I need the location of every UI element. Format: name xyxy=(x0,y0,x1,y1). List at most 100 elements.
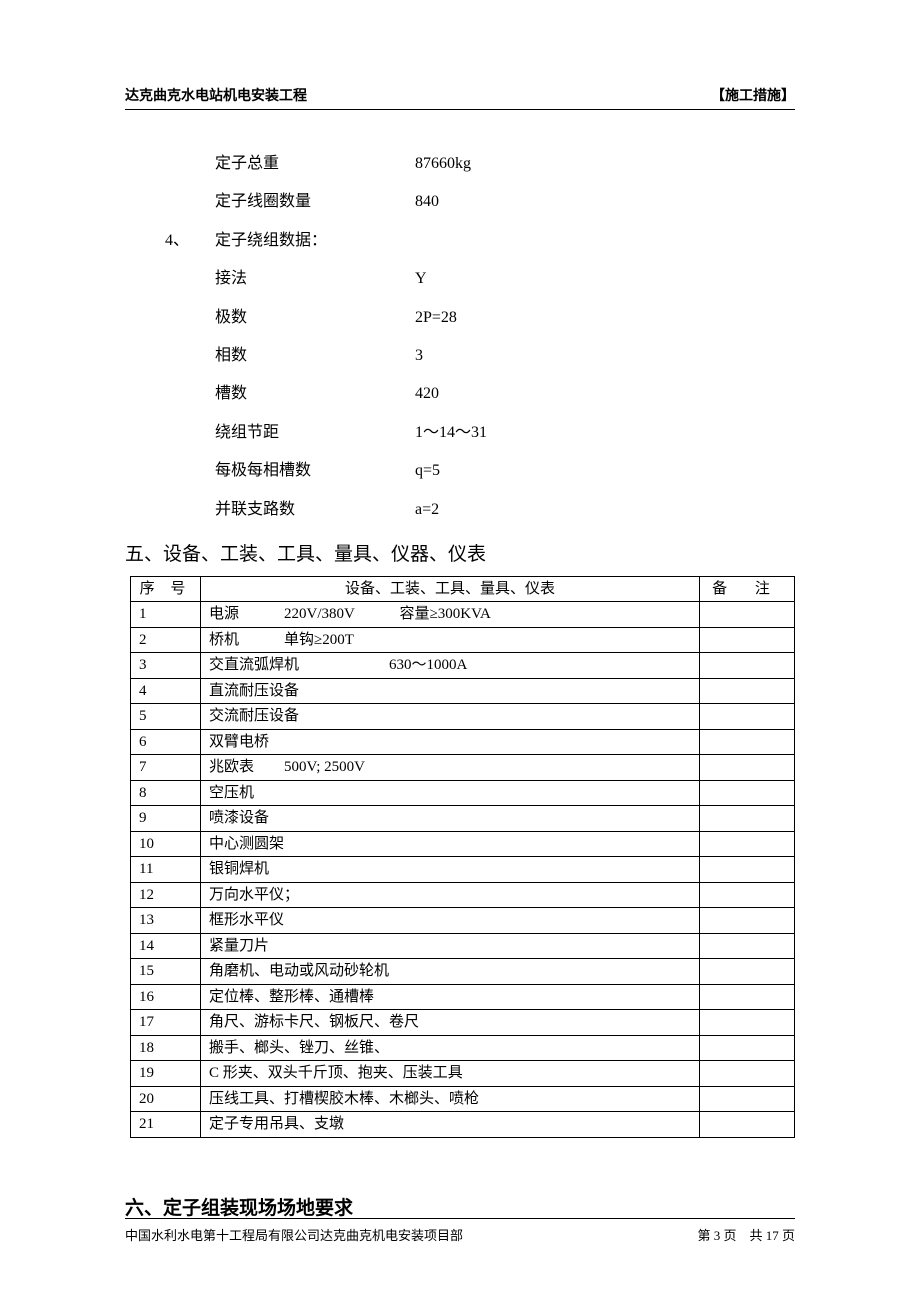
cell-desc: 定子专用吊具、支墩 xyxy=(201,1112,700,1138)
spec-label: 每极每相槽数 xyxy=(215,452,415,490)
cell-desc: 定位棒、整形棒、通槽棒 xyxy=(201,984,700,1010)
cell-seq: 1 xyxy=(131,602,201,628)
cell-desc: 交流耐压设备 xyxy=(201,704,700,730)
table-row: 18搬手、榔头、锉刀、丝锥、 xyxy=(131,1035,795,1061)
table-row: 11银铜焊机 xyxy=(131,857,795,883)
cell-note xyxy=(700,959,795,985)
cell-desc: C 形夹、双头千斤顶、抱夹、压装工具 xyxy=(201,1061,700,1087)
cell-seq: 7 xyxy=(131,755,201,781)
cell-desc: 喷漆设备 xyxy=(201,806,700,832)
cell-seq: 21 xyxy=(131,1112,201,1138)
cell-desc: 兆欧表 500V; 2500V xyxy=(201,755,700,781)
cell-note xyxy=(700,627,795,653)
table-row: 5交流耐压设备 xyxy=(131,704,795,730)
cell-note xyxy=(700,933,795,959)
spec-row: 极数 2P=28 xyxy=(215,299,795,337)
table-row: 4直流耐压设备 xyxy=(131,678,795,704)
cell-seq: 12 xyxy=(131,882,201,908)
spec-row: 定子线圈数量 840 xyxy=(215,183,795,221)
cell-note xyxy=(700,704,795,730)
cell-desc: 中心测圆架 xyxy=(201,831,700,857)
cell-note xyxy=(700,1086,795,1112)
spec-row: 槽数 420 xyxy=(215,375,795,413)
table-row: 13框形水平仪 xyxy=(131,908,795,934)
spec-label: 定子线圈数量 xyxy=(215,183,415,221)
cell-note xyxy=(700,678,795,704)
cell-note xyxy=(700,653,795,679)
cell-desc: 桥机 单钩≥200T xyxy=(201,627,700,653)
subsection-4: 4、 定子绕组数据： xyxy=(165,222,795,260)
footer-right: 第 3 页 共 17 页 xyxy=(697,1225,795,1244)
cell-desc: 角尺、游标卡尺、钢板尺、卷尺 xyxy=(201,1010,700,1036)
cell-note xyxy=(700,780,795,806)
table-row: 17角尺、游标卡尺、钢板尺、卷尺 xyxy=(131,1010,795,1036)
cell-note xyxy=(700,908,795,934)
spec-label: 接法 xyxy=(215,260,415,298)
cell-seq: 11 xyxy=(131,857,201,883)
table-row: 9喷漆设备 xyxy=(131,806,795,832)
cell-desc: 框形水平仪 xyxy=(201,908,700,934)
spec-label: 极数 xyxy=(215,299,415,337)
spec-label: 相数 xyxy=(215,337,415,375)
cell-seq: 4 xyxy=(131,678,201,704)
cell-note xyxy=(700,882,795,908)
cell-seq: 10 xyxy=(131,831,201,857)
page-total: 17 xyxy=(766,1228,779,1243)
cell-desc: 压线工具、打槽楔胶木棒、木榔头、喷枪 xyxy=(201,1086,700,1112)
table-row: 19C 形夹、双头千斤顶、抱夹、压装工具 xyxy=(131,1061,795,1087)
cell-seq: 19 xyxy=(131,1061,201,1087)
spec-row: 绕组节距 1～14～31 xyxy=(215,414,795,452)
spec-list-top: 定子总重 87660kg 定子线圈数量 840 xyxy=(215,145,795,222)
cell-seq: 8 xyxy=(131,780,201,806)
cell-note xyxy=(700,984,795,1010)
cell-desc: 电源 220V/380V 容量≥300KVA xyxy=(201,602,700,628)
table-row: 1电源 220V/380V 容量≥300KVA xyxy=(131,602,795,628)
cell-seq: 5 xyxy=(131,704,201,730)
spec-value: Y xyxy=(415,260,427,298)
cell-note xyxy=(700,831,795,857)
cell-note xyxy=(700,857,795,883)
spec-value: 2P=28 xyxy=(415,299,457,337)
section-6-heading: 六、定子组装现场场地要求 xyxy=(125,1193,795,1220)
header-right: 【施工措施】 xyxy=(711,85,795,105)
cell-note xyxy=(700,1035,795,1061)
cell-note xyxy=(700,1010,795,1036)
spec-label: 定子总重 xyxy=(215,145,415,183)
col-seq: 序 号 xyxy=(131,576,201,602)
col-desc: 设备、工装、工具、量具、仪表 xyxy=(201,576,700,602)
cell-note xyxy=(700,602,795,628)
spec-value: 840 xyxy=(415,183,439,221)
cell-seq: 20 xyxy=(131,1086,201,1112)
cell-note xyxy=(700,1061,795,1087)
spec-value: 87660kg xyxy=(415,145,471,183)
page-header: 达克曲克水电站机电安装工程 【施工措施】 xyxy=(125,85,795,110)
cell-desc: 空压机 xyxy=(201,780,700,806)
table-header-row: 序 号 设备、工装、工具、量具、仪表 备 注 xyxy=(131,576,795,602)
table-row: 15角磨机、电动或风动砂轮机 xyxy=(131,959,795,985)
cell-seq: 15 xyxy=(131,959,201,985)
cell-seq: 6 xyxy=(131,729,201,755)
spec-value: a=2 xyxy=(415,491,439,529)
table-row: 20压线工具、打槽楔胶木棒、木榔头、喷枪 xyxy=(131,1086,795,1112)
subsection-title: 定子绕组数据： xyxy=(215,222,327,260)
cell-desc: 银铜焊机 xyxy=(201,857,700,883)
spec-label: 绕组节距 xyxy=(215,414,415,452)
cell-seq: 16 xyxy=(131,984,201,1010)
cell-note xyxy=(700,755,795,781)
cell-note xyxy=(700,729,795,755)
spec-row: 接法 Y xyxy=(215,260,795,298)
table-row: 3交直流弧焊机 630～1000A xyxy=(131,653,795,679)
subsection-number: 4、 xyxy=(165,222,215,260)
table-row: 10中心测圆架 xyxy=(131,831,795,857)
table-row: 7兆欧表 500V; 2500V xyxy=(131,755,795,781)
cell-desc: 直流耐压设备 xyxy=(201,678,700,704)
spec-value: 420 xyxy=(415,375,439,413)
table-row: 8空压机 xyxy=(131,780,795,806)
cell-seq: 18 xyxy=(131,1035,201,1061)
section-5-heading: 五、设备、工装、工具、量具、仪器、仪表 xyxy=(125,539,795,566)
header-left: 达克曲克水电站机电安装工程 xyxy=(125,85,307,105)
spec-row: 并联支路数 a=2 xyxy=(215,491,795,529)
cell-seq: 3 xyxy=(131,653,201,679)
cell-desc: 万向水平仪； xyxy=(201,882,700,908)
footer-left: 中国水利水电第十工程局有限公司达克曲克机电安装项目部 xyxy=(125,1225,463,1244)
